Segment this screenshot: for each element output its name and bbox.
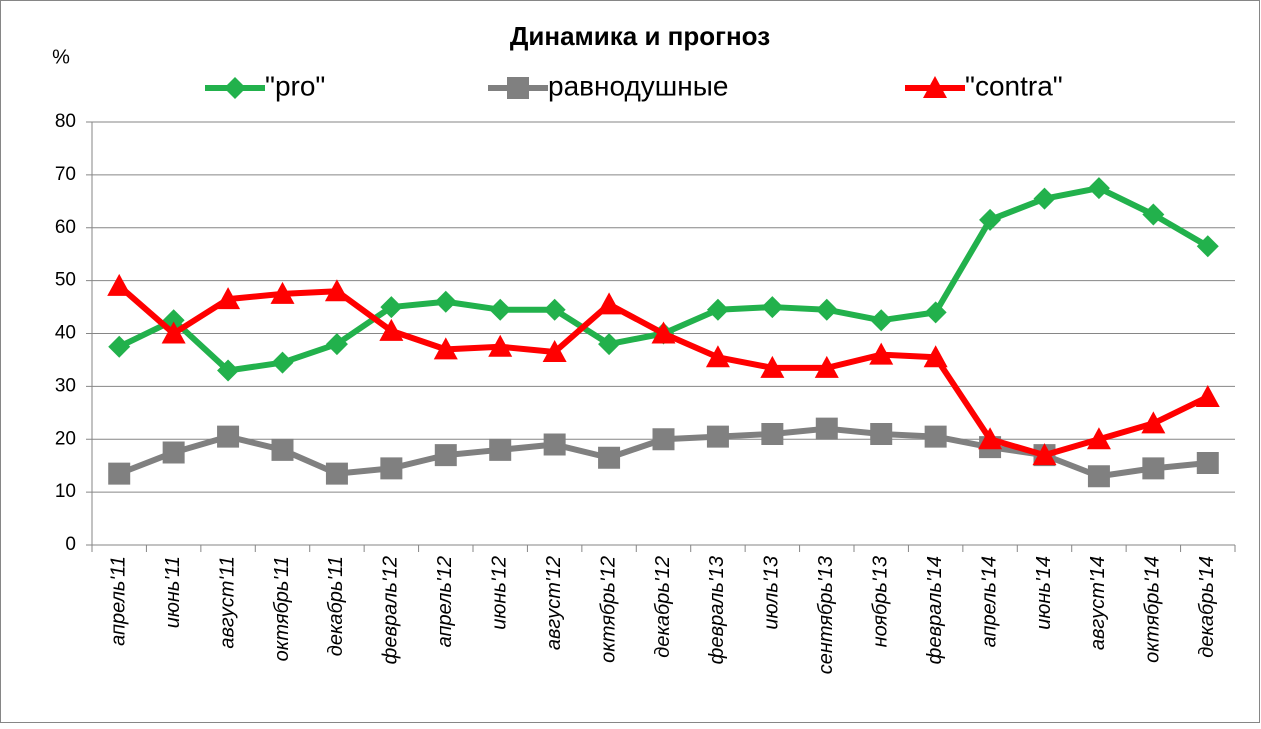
data-point (108, 335, 131, 358)
data-point (162, 441, 185, 464)
data-point (978, 427, 1003, 450)
x-tick-label: июнь'14 (1033, 556, 1055, 630)
data-point (1142, 203, 1165, 226)
data-point (869, 342, 894, 365)
data-point (760, 355, 785, 378)
data-point (543, 433, 566, 456)
data-point (761, 422, 784, 445)
data-point (489, 438, 512, 461)
data-point (870, 422, 893, 445)
data-point (325, 462, 348, 485)
y-tick-label: 80 (55, 111, 76, 132)
data-point (434, 290, 457, 313)
chart-title: Динамика и прогноз (510, 21, 770, 51)
data-point (433, 337, 458, 360)
data-point (597, 292, 622, 315)
data-point (325, 333, 348, 356)
y-tick-label: 10 (55, 481, 76, 502)
legend-label: равнодушные (548, 70, 728, 101)
data-point (924, 301, 947, 324)
data-point (1086, 427, 1111, 450)
x-tick-label: июнь'11 (162, 556, 184, 628)
data-point (814, 355, 839, 378)
data-point (924, 425, 947, 448)
x-tick-label: октябрь'12 (597, 556, 619, 663)
data-point (543, 298, 566, 321)
data-point (706, 425, 729, 448)
y-axis-label: % (52, 46, 70, 68)
data-point (271, 438, 294, 461)
data-point (1196, 235, 1219, 258)
x-tick-label: октябрь'14 (1142, 556, 1164, 663)
x-tick-label: апрель'11 (107, 556, 129, 646)
data-point (923, 345, 948, 368)
data-point (380, 296, 403, 319)
data-point (434, 444, 457, 467)
legend-label: "contra" (965, 70, 1063, 101)
x-tick-label: февраль'14 (924, 556, 946, 664)
x-tick-label: декабрь'12 (652, 556, 674, 658)
x-tick-label: октябрь'11 (271, 556, 293, 661)
data-point (379, 318, 404, 341)
data-point (1196, 452, 1219, 475)
data-point (271, 351, 294, 374)
legend-marker (507, 77, 529, 99)
data-point (1142, 457, 1165, 480)
x-tick-label: декабрь'14 (1196, 556, 1218, 658)
legend-marker (224, 77, 246, 99)
data-point (380, 457, 403, 480)
x-tick-label: август'11 (216, 556, 238, 649)
x-tick-label: июнь'12 (488, 556, 510, 630)
data-point (107, 273, 132, 296)
data-point (815, 417, 838, 440)
data-point (598, 333, 621, 356)
data-point (598, 446, 621, 469)
data-point (652, 428, 675, 451)
data-point (705, 345, 730, 368)
data-point (1087, 465, 1110, 488)
x-tick-label: декабрь'11 (325, 556, 347, 656)
legend-marker (923, 76, 947, 98)
x-tick-label: апрель'12 (434, 556, 456, 647)
x-tick-label: июль'13 (761, 556, 783, 630)
data-point (216, 287, 241, 310)
x-tick-label: сентябрь'13 (815, 556, 837, 674)
y-tick-label: 30 (55, 375, 76, 396)
data-point (489, 298, 512, 321)
data-point (761, 296, 784, 319)
y-tick-label: 60 (55, 217, 76, 238)
data-point (542, 340, 567, 363)
y-tick-label: 0 (65, 534, 76, 555)
x-tick-label: август'12 (543, 556, 565, 650)
data-point (870, 309, 893, 332)
y-tick-label: 40 (55, 323, 76, 344)
data-point (488, 334, 513, 357)
x-tick-label: февраль'12 (380, 556, 402, 664)
data-point (217, 359, 240, 382)
legend-label: "pro" (265, 70, 325, 101)
data-point (270, 281, 295, 304)
x-tick-label: апрель'14 (978, 556, 1000, 647)
data-point (108, 462, 131, 485)
x-tick-label: август'14 (1087, 556, 1109, 650)
data-point (815, 298, 838, 321)
x-tick-label: февраль'13 (706, 556, 728, 664)
data-point (1033, 187, 1056, 210)
data-point (1195, 384, 1220, 407)
data-point (161, 321, 186, 344)
y-tick-label: 50 (55, 270, 76, 291)
x-tick-label: ноябрь'13 (869, 556, 891, 647)
data-point (706, 298, 729, 321)
data-point (1032, 443, 1057, 466)
data-point (979, 208, 1002, 231)
data-point (217, 425, 240, 448)
data-point (651, 321, 676, 344)
y-tick-label: 20 (55, 428, 76, 449)
y-tick-label: 70 (55, 164, 76, 185)
data-point (1141, 411, 1166, 434)
data-point (1087, 177, 1110, 200)
data-point (324, 279, 349, 302)
